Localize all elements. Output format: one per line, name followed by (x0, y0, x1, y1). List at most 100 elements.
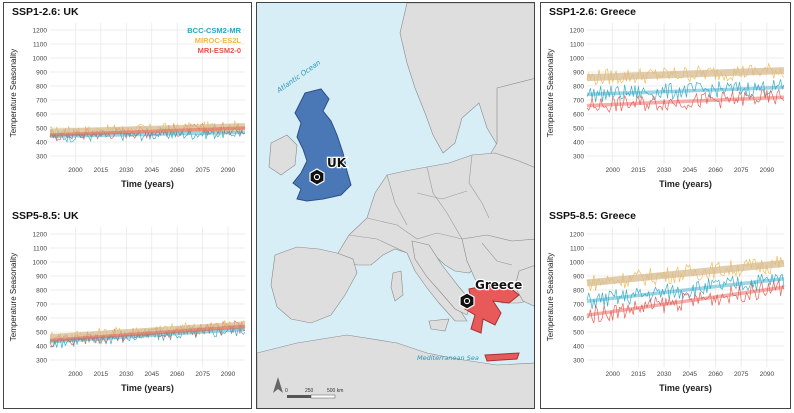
y-tick-label: 600 (36, 316, 47, 323)
legend-item: BCC-CSM2-MR (187, 26, 241, 35)
y-tick-label: 700 (573, 302, 584, 309)
x-tick-label: 2000 (68, 167, 83, 174)
y-tick-label: 400 (36, 344, 47, 351)
north-africa-landmass (257, 334, 534, 408)
trend-band-miroc-es2l (586, 67, 785, 82)
x-tick-label: 2015 (631, 371, 646, 378)
trend-band-miroc-es2l (49, 321, 246, 342)
x-tick-label: 2060 (708, 371, 723, 378)
uk-label: UK (327, 156, 347, 170)
y-tick-label: 1200 (33, 28, 48, 35)
x-tick-label: 2090 (760, 167, 775, 174)
greece-marker-icon (459, 292, 475, 310)
x-tick-label: 2045 (683, 371, 698, 378)
y-tick-label: 700 (36, 98, 47, 105)
europe-map: Atlantic Ocean Mediterranean Sea UK Gree… (256, 2, 535, 409)
x-tick-label: 2060 (708, 167, 723, 174)
x-tick-label: 2030 (119, 371, 134, 378)
x-axis-label: Time (years) (121, 383, 174, 393)
x-tick-label: 2090 (760, 371, 775, 378)
chart-ssp585-uk: SSP5-8.5: UK 300 400 500 600 700 800 900 1000 110… (4, 207, 251, 407)
y-tick-label: 1000 (33, 56, 48, 63)
y-tick-label: 1000 (570, 260, 585, 267)
y-tick-label: 800 (36, 84, 47, 91)
iberia-landmass (270, 246, 358, 324)
y-tick-label: 900 (36, 70, 47, 77)
land-layer (257, 3, 534, 408)
trend-band-bcc-csm2-mr (49, 130, 246, 139)
x-tick-label: 2030 (657, 167, 672, 174)
x-tick-label: 2075 (734, 371, 749, 378)
x-tick-label: 2060 (170, 371, 185, 378)
chart-title: SSP5-8.5: Greece (549, 210, 636, 222)
trend-band-miroc-es2l (586, 259, 785, 287)
turkey-landmass (514, 265, 534, 307)
y-tick-label: 700 (573, 98, 584, 105)
x-tick-label: 2015 (631, 167, 646, 174)
border-4 (468, 154, 490, 219)
scale-label-mid: 250 (305, 388, 314, 394)
uk-marker-icon (309, 168, 325, 186)
y-tick-label: 500 (36, 126, 47, 133)
y-axis-label: Temperature Seasonality (546, 49, 555, 138)
x-tick-label: 2030 (119, 167, 134, 174)
legend-item: MIROC-ES2L (195, 36, 242, 45)
series-line-mri-esm2-0 (586, 88, 785, 113)
ireland-landmass (268, 134, 298, 176)
y-axis-label: Temperature Seasonality (9, 49, 18, 138)
sardinia-landmass (390, 270, 404, 302)
y-axis-label: Temperature Seasonality (9, 253, 18, 342)
greece-label: Greece (475, 278, 522, 292)
crete-island (484, 352, 520, 362)
scale-segment-2 (310, 394, 336, 399)
series-line-mri-esm2-0 (586, 280, 785, 324)
y-tick-label: 1100 (570, 246, 584, 253)
italy-landmass (411, 240, 472, 316)
y-tick-label: 400 (573, 344, 584, 351)
x-tick-label: 2090 (221, 167, 236, 174)
y-tick-label: 800 (573, 288, 584, 295)
y-tick-label: 300 (573, 154, 584, 161)
x-tick-label: 2015 (94, 371, 109, 378)
chart-svg: SSP1-2.6: UK 300 400 500 600 700 800 900 1000 110… (9, 6, 246, 189)
trend-band-mri-esm2-0 (49, 324, 246, 343)
x-tick-label: 2045 (145, 167, 160, 174)
trend-band-bcc-csm2-mr (586, 277, 785, 303)
x-tick-label: 2000 (605, 167, 620, 174)
border-1 (366, 217, 463, 240)
y-tick-label: 1200 (33, 232, 48, 239)
chart-svg: SSP5-8.5: Greece 300 400 500 600 700 800 900 100… (546, 210, 785, 393)
y-tick-label: 1100 (33, 42, 47, 49)
y-tick-label: 800 (573, 84, 584, 91)
scale-bar: 0 250 500 km (285, 388, 343, 399)
y-tick-label: 1000 (570, 56, 585, 63)
chart-ssp126-uk: SSP1-2.6: UK 300 400 500 600 700 800 900 1000 110… (4, 3, 251, 203)
border-2 (386, 174, 408, 226)
trend-band-bcc-csm2-mr (49, 327, 246, 344)
trend-band-mri-esm2-0 (586, 285, 785, 317)
scale-label-end: 500 km (327, 388, 343, 394)
greece-region (464, 284, 520, 334)
y-tick-label: 1100 (570, 42, 584, 49)
trend-band-bcc-csm2-mr (586, 85, 785, 97)
trend-band-mri-esm2-0 (586, 95, 785, 108)
x-tick-label: 2030 (657, 371, 672, 378)
trend-band-mri-esm2-0 (49, 126, 246, 137)
sicily-landmass (428, 318, 450, 332)
y-tick-label: 1200 (570, 232, 585, 239)
y-tick-label: 700 (36, 302, 47, 309)
x-tick-label: 2000 (68, 371, 83, 378)
y-tick-label: 900 (36, 274, 47, 281)
y-tick-label: 900 (573, 70, 584, 77)
x-tick-label: 2075 (195, 167, 210, 174)
y-tick-label: 600 (573, 316, 584, 323)
chart-title: SSP1-2.6: Greece (549, 6, 636, 18)
map-svg: Atlantic Ocean Mediterranean Sea UK Gree… (257, 3, 534, 408)
x-tick-label: 2045 (145, 371, 160, 378)
border-7 (481, 242, 513, 266)
chart-ssp585-greece: SSP5-8.5: Greece 300 400 500 600 700 800 900 100… (541, 207, 790, 407)
y-tick-label: 400 (36, 140, 47, 147)
x-tick-label: 2045 (683, 167, 698, 174)
north-arrow-icon (273, 377, 283, 393)
scale-label-zero: 0 (285, 388, 288, 394)
